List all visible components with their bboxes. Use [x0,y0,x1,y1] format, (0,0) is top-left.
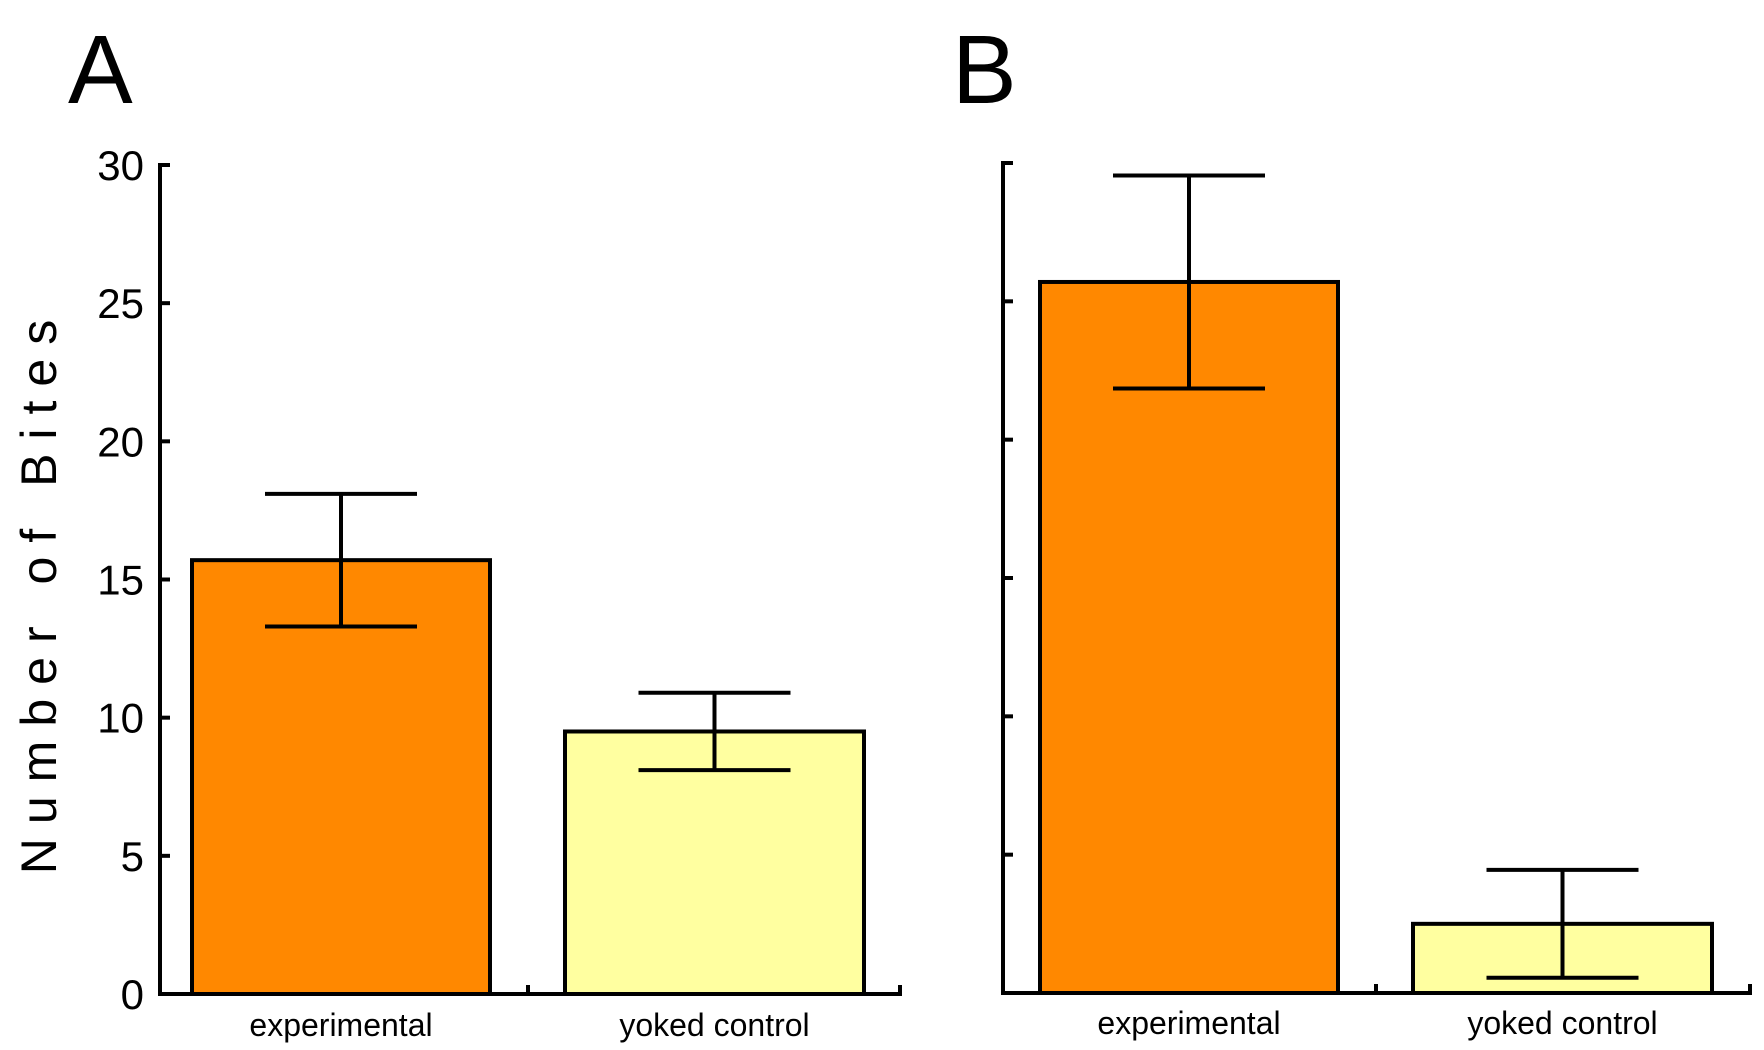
y-ticks-b [1003,161,1013,857]
error-bars-a [265,491,791,773]
bars-b [1038,279,1714,995]
y-tick-label: 30 [97,142,144,189]
panel-b: B experimental yoked control [952,15,1752,1041]
bar-experimental [190,558,492,996]
y-tick-label: 15 [97,557,144,604]
error-bar [265,491,417,629]
panel-label-a: A [68,15,133,124]
panel-label-b: B [952,15,1017,124]
x-category-label: yoked control [619,1007,809,1043]
x-category-label: experimental [249,1007,432,1043]
y-ticks-a: 0 5 10 15 20 25 30 [97,142,170,1018]
bar-yoked-control [563,729,866,996]
error-bars-b [1113,173,1639,980]
y-tick-label: 5 [121,833,144,880]
error-bar [1486,867,1639,980]
y-tick-label: 20 [97,418,144,465]
y-tick-label: 10 [97,695,144,742]
bar-experimental [1038,279,1340,995]
y-axis-title: Number of Bites [11,306,67,874]
x-labels-b: experimental yoked control [1097,1005,1657,1041]
error-bar [1113,173,1265,391]
bars-a [190,558,866,996]
y-tick-label: 0 [121,971,144,1018]
panel-a: A Number of Bites 0 5 10 15 20 25 30 experimen… [11,15,902,1043]
error-bar [638,690,791,773]
x-category-label: experimental [1097,1005,1280,1041]
x-labels-a: experimental yoked control [249,1007,809,1043]
y-tick-label: 25 [97,280,144,327]
x-category-label: yoked control [1467,1005,1657,1041]
